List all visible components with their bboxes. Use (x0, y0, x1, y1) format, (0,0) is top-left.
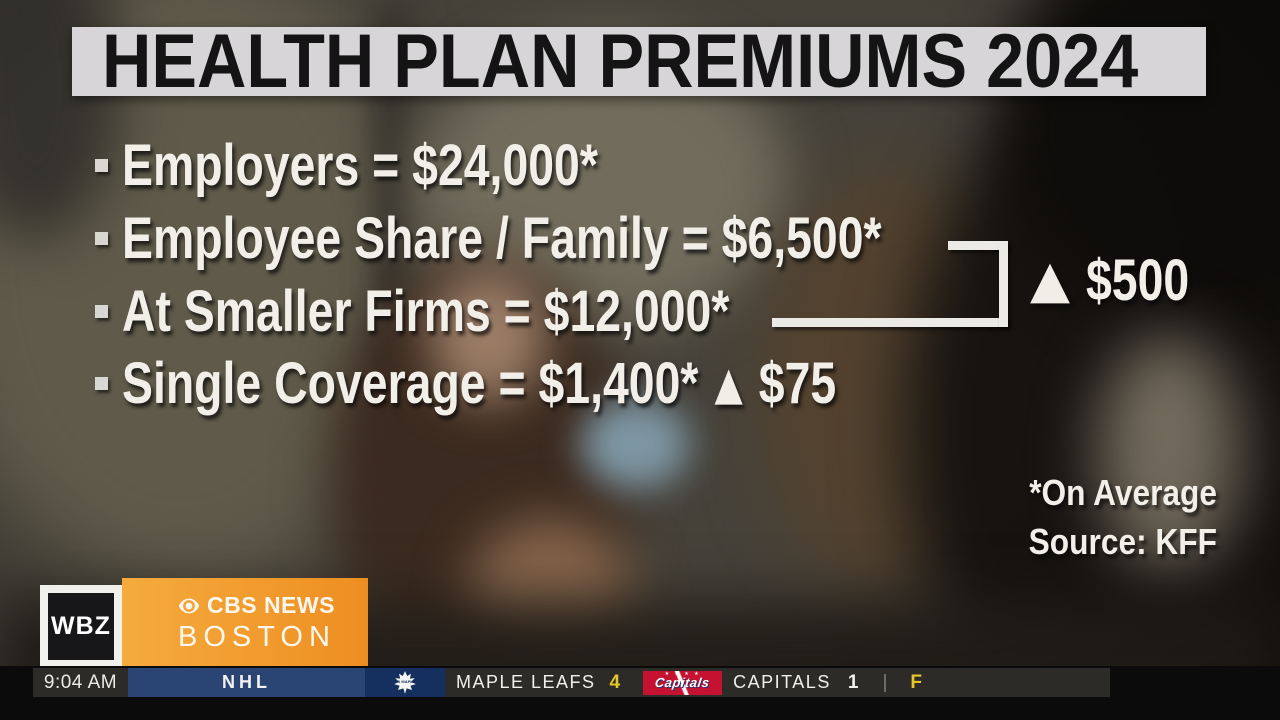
stat-line-employers: Employers = $24,000* (95, 133, 717, 198)
away-team-name: MAPLE LEAFS (456, 672, 596, 692)
headline-bar: HEALTH PLAN PREMIUMS 2024 (72, 19, 1206, 104)
bullet-square-icon (95, 231, 108, 245)
bg-blob (1098, 335, 1243, 575)
bullet-square-icon (95, 304, 108, 318)
network-city: BOSTON (178, 621, 336, 653)
stat-line-smaller-firms: At Smaller Firms = $12,000* (95, 279, 881, 344)
cbs-eye-icon (178, 598, 200, 613)
bracket-vertical (999, 241, 1008, 327)
home-team-name: CAPITALS (733, 672, 831, 692)
network-name: CBS NEWS (207, 592, 335, 618)
bullet-square-icon (95, 158, 108, 172)
footnote-source: Source: KFF (1028, 521, 1217, 562)
stat-line-content: Employee Share / Family = $6,500* (122, 205, 882, 272)
maple-leaf-logo-text: TORONTO MAPLE LEAFS (380, 679, 430, 684)
stat-text: Employers = $24,000* (122, 132, 598, 198)
cbs-news-row: CBS NEWS (178, 592, 368, 619)
stat-text: Employee Share / Family = $6,500* (122, 205, 882, 271)
bracket-delta-callout: ▲ $500 (1030, 247, 1215, 313)
capitals-logo: Capitals (654, 675, 711, 690)
stat-line-employee-share: Employee Share / Family = $6,500* (95, 206, 1071, 271)
sports-ticker: 9:04 AM NHL TORONTO MAPLE LEAFS MAPLE LE… (33, 668, 1110, 697)
capitals-logo-box: ★ ★ ★ ★ Capitals (643, 670, 723, 695)
footnote: *On Average Source: KFF (1029, 468, 1217, 566)
away-team-score: 4 (609, 671, 621, 693)
game-status: F (910, 671, 923, 693)
bracket-underline (772, 318, 1008, 327)
stat-line-content: Single Coverage = $1,400* ▲ $75 (122, 350, 836, 417)
wbz-logo: WBZ (40, 585, 122, 668)
page-title: HEALTH PLAN PREMIUMS 2024 (102, 19, 1139, 104)
home-team-score: 1 (847, 671, 859, 693)
bracket-top-arm (948, 241, 1008, 250)
bg-blob (428, 268, 548, 403)
stat-line-single-coverage: Single Coverage = $1,400* ▲ $75 (95, 351, 1015, 416)
wbz-station-text: WBZ (48, 593, 114, 660)
bracket-delta-text: $500 (1086, 247, 1190, 313)
maple-leafs-logo-box: TORONTO MAPLE LEAFS (365, 668, 445, 697)
stat-text: At Smaller Firms = $12,000* (122, 278, 730, 344)
maple-leaf-icon (394, 670, 416, 694)
bullet-square-icon (95, 376, 108, 390)
ticker-league-badge: NHL (128, 668, 365, 697)
stat-text: Single Coverage = $1,400* (122, 350, 699, 416)
ticker-divider (884, 673, 887, 692)
stat-delta-text: $75 (758, 350, 837, 416)
stat-line-content: At Smaller Firms = $12,000* (122, 278, 729, 345)
ticker-time: 9:04 AM (43, 671, 118, 693)
capitals-logo-stars: ★ ★ ★ ★ (664, 670, 701, 677)
bg-blob (580, 398, 690, 490)
footnote-average: *On Average (1029, 472, 1217, 513)
stat-line-content: Employers = $24,000* (122, 132, 598, 199)
increase-triangle-icon: ▲ (714, 356, 743, 410)
cbs-news-boston-logo: CBS NEWS BOSTON (122, 578, 368, 668)
increase-triangle-icon: ▲ (1030, 250, 1070, 310)
